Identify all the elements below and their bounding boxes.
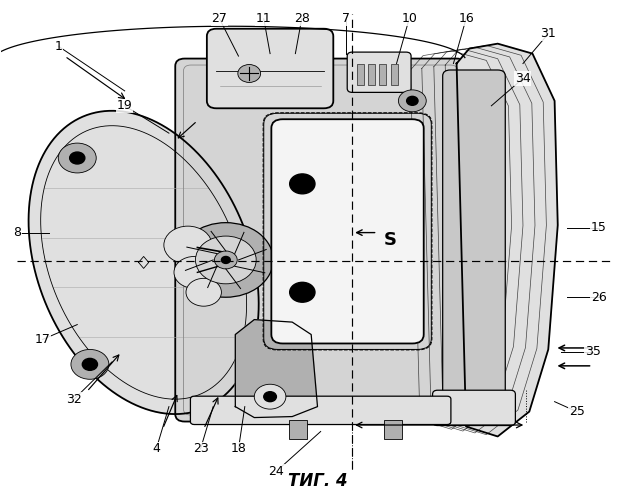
Polygon shape	[236, 320, 318, 418]
FancyBboxPatch shape	[432, 390, 516, 426]
Text: 18: 18	[231, 442, 246, 456]
Circle shape	[222, 256, 231, 264]
Text: 32: 32	[66, 392, 82, 406]
Text: 15: 15	[591, 221, 607, 234]
Polygon shape	[29, 111, 258, 414]
Circle shape	[186, 278, 222, 306]
Bar	[289, 420, 307, 439]
Text: S: S	[384, 231, 397, 249]
Bar	[368, 64, 375, 85]
Text: 19: 19	[117, 100, 133, 112]
Circle shape	[215, 251, 237, 269]
Bar	[357, 64, 364, 85]
FancyBboxPatch shape	[175, 58, 466, 422]
Text: 8: 8	[13, 226, 21, 239]
Text: 16: 16	[458, 12, 474, 26]
Text: 28: 28	[294, 12, 310, 26]
Circle shape	[164, 226, 212, 264]
Text: 1: 1	[55, 40, 62, 52]
FancyBboxPatch shape	[271, 119, 424, 344]
Circle shape	[178, 222, 273, 297]
Circle shape	[398, 90, 426, 112]
Text: 26: 26	[591, 290, 606, 304]
Circle shape	[83, 358, 98, 370]
Circle shape	[71, 350, 109, 380]
Text: ΤИГ. 4: ΤИГ. 4	[288, 472, 347, 490]
Text: 10: 10	[401, 12, 417, 26]
Circle shape	[406, 96, 418, 106]
Circle shape	[196, 236, 256, 284]
Circle shape	[290, 174, 315, 194]
Text: 23: 23	[192, 442, 208, 456]
Text: 35: 35	[585, 346, 601, 358]
FancyBboxPatch shape	[347, 52, 411, 92]
Text: 24: 24	[269, 465, 284, 478]
Circle shape	[254, 384, 286, 409]
Text: 4: 4	[152, 442, 160, 456]
Text: 31: 31	[540, 27, 556, 40]
Circle shape	[70, 152, 85, 164]
Text: 7: 7	[342, 12, 350, 26]
FancyBboxPatch shape	[190, 396, 451, 424]
Text: 27: 27	[211, 12, 227, 26]
Polygon shape	[457, 44, 558, 436]
Bar	[384, 420, 401, 439]
Bar	[391, 64, 398, 85]
Text: 17: 17	[34, 333, 50, 346]
Circle shape	[58, 143, 97, 173]
FancyBboxPatch shape	[443, 70, 505, 410]
Circle shape	[264, 392, 276, 402]
Text: 25: 25	[569, 405, 585, 418]
Text: 34: 34	[515, 72, 531, 85]
Circle shape	[174, 256, 215, 288]
Circle shape	[290, 282, 315, 302]
Circle shape	[238, 64, 260, 82]
Text: 11: 11	[256, 12, 272, 26]
Bar	[380, 64, 387, 85]
FancyBboxPatch shape	[207, 28, 333, 108]
